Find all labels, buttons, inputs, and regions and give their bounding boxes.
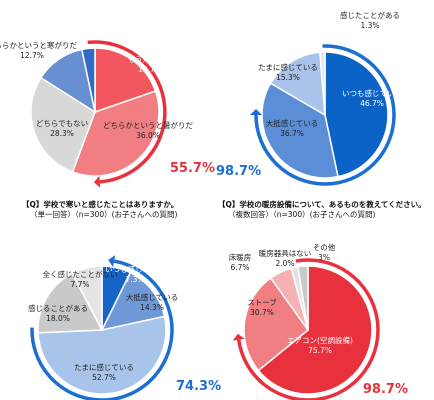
pie-chart-cold-at-school: いつも感じている 7.3% 大抵感じている 14.3% たまに感じている 52.7% 感じる…	[28, 255, 221, 400]
slice-label: どちらかというと暑がりだ 36.0%	[103, 120, 193, 140]
slice-label: たまに感じている 52.7%	[74, 362, 134, 382]
slice-label-name: 感じたことがある	[340, 10, 400, 20]
slice-label-value: 7.3%	[125, 275, 144, 284]
slice-label: どちらでもない 28.3%	[36, 119, 88, 138]
question-title-heating-equipment: 【Q】学校の暖房設備について、あるものを教えてください。	[218, 200, 426, 209]
slice-label: エアコン(空調設備) 75.7%	[287, 335, 353, 355]
slice-label: ストーブ 30.7%	[247, 297, 277, 317]
pie-slice	[257, 265, 373, 395]
total-percentage: 74.3%	[176, 379, 221, 394]
slice-label-name: 暖房器具はない	[259, 248, 312, 258]
total-arc-arrowhead	[250, 109, 262, 115]
slice-label-value: 75.7%	[308, 346, 332, 355]
slice-label-value: 14.3%	[140, 303, 164, 312]
slice-label: 全く感じたことがない 7.7%	[43, 269, 118, 289]
slice-label-value: 1.3%	[360, 21, 379, 30]
slice-label-value: 12.7%	[20, 51, 44, 60]
slice-label: 大抵感じている 14.3%	[126, 292, 179, 312]
slice-label-name: 大抵感じている	[266, 118, 319, 128]
slice-label-value: 3.3%	[90, 21, 109, 30]
pie-slice	[71, 265, 103, 331]
slice-label-name: 床暖房	[229, 252, 252, 262]
pie-slice	[37, 272, 104, 334]
pie-chart-heat-preference: そうだと思う 19.7% どちらかというと暑がりだ 36.0% どちらでもない 28.3%…	[0, 10, 215, 188]
pie-chart-cold-at-home: いつも感じている 46.7% 大抵感じている 36.7% たまに感じている 15.3% 感じ…	[216, 10, 402, 186]
slice-label-value: 52.7%	[92, 373, 116, 382]
slice-label: 暖房器具はない 2.0%	[259, 248, 312, 268]
slice-label-name: どちらかというと暑がりだ	[103, 120, 193, 130]
slice-label-value: 46.7%	[360, 99, 384, 108]
question-subtitle-cold-feeling: （単一回答）（n=300）(お子さんへの質問)	[30, 210, 178, 219]
slice-label: いつも感じている 7.3%	[105, 264, 165, 284]
total-percentage: 55.7%	[170, 161, 215, 176]
slice-label: その他 3%	[313, 242, 336, 262]
total-arc-arrowhead	[232, 333, 245, 341]
slice-label-name: どちらかというと寒がりだ	[0, 40, 77, 50]
slice-label-name: いつも感じている	[105, 264, 165, 274]
total-arc-arrowhead	[93, 175, 101, 188]
total-arc	[254, 44, 396, 186]
pie-slice	[269, 51, 326, 117]
pie-slice	[100, 271, 166, 332]
slice-label-name: たまに感じている	[258, 62, 318, 72]
slice-label-name: 全く感じたことがない	[43, 269, 118, 279]
slice-label-name: 感じることがある	[28, 303, 88, 313]
slice-label-value: 15.3%	[276, 73, 300, 82]
slice-label-name: 寒がりである	[78, 10, 123, 20]
slice-label-name: たまに感じている	[74, 362, 134, 372]
slice-label-name: ストーブ	[247, 297, 277, 307]
pie-slice	[37, 315, 167, 395]
slice-label-name: その他	[313, 242, 336, 252]
pie-slice	[243, 276, 310, 372]
slice-label: 感じたことがある 1.3%	[340, 10, 400, 30]
pie-slice	[30, 76, 96, 173]
pie-slice	[296, 265, 309, 331]
slice-label: たまに感じている 15.3%	[258, 62, 318, 82]
slice-label: そうだと思う 19.7%	[128, 55, 173, 74]
slice-label: 床暖房 6.7%	[229, 252, 252, 272]
slice-label-name: どちらでもない	[36, 119, 88, 128]
total-arc	[236, 258, 380, 400]
slice-label-value: 7.7%	[70, 280, 89, 289]
slice-label-value: 19.7%	[138, 65, 162, 74]
pie-slice	[71, 90, 160, 177]
total-arc	[30, 259, 174, 400]
slice-label: 寒がりである 3.3%	[78, 10, 123, 30]
slice-label-value: 3%	[318, 253, 330, 262]
total-percentage: 98.7%	[216, 164, 261, 179]
slice-label-value: 36.7%	[280, 129, 304, 138]
slice-label-name: そうだと思う	[128, 55, 173, 64]
question-subtitle-heating-equipment: （複数回答）（n=300）(お子さんへの質問)	[228, 210, 376, 219]
slice-label-name: いつも感じている	[342, 88, 402, 98]
question-title-cold-feeling: 【Q】学校で寒いと感じたことはありますか。	[22, 200, 179, 209]
slice-label: いつも感じている 46.7%	[342, 88, 402, 108]
slice-label: どちらかというと寒がりだ12.7%	[0, 40, 77, 60]
slice-label: 大抵感じている 36.7%	[266, 118, 319, 138]
slice-label-value: 28.3%	[50, 129, 74, 138]
slice-label-name: エアコン(空調設備)	[287, 335, 353, 345]
total-arc-arrowhead	[108, 255, 116, 267]
slice-label-value: 6.7%	[230, 263, 249, 272]
pie-slice	[324, 51, 389, 178]
slice-label: 感じることがある 18.0%	[28, 303, 88, 323]
pie-slice	[319, 51, 326, 116]
pie-slice	[261, 82, 339, 179]
slice-label-value: 2.0%	[275, 259, 294, 268]
pie-chart-heating-equipment: エアコン(空調設備) 75.7% ストーブ 30.7% 床暖房 6.7% 暖房器具はない 2.…	[229, 242, 408, 400]
slice-label-value: 18.0%	[46, 314, 70, 323]
total-arc	[87, 40, 167, 184]
pie-slice	[80, 47, 96, 113]
slice-label-value: 36.0%	[136, 131, 160, 140]
total-percentage: 98.7%	[363, 382, 408, 397]
slice-label-name: 大抵感じている	[126, 292, 179, 302]
slice-label-value: 30.7%	[250, 308, 274, 317]
